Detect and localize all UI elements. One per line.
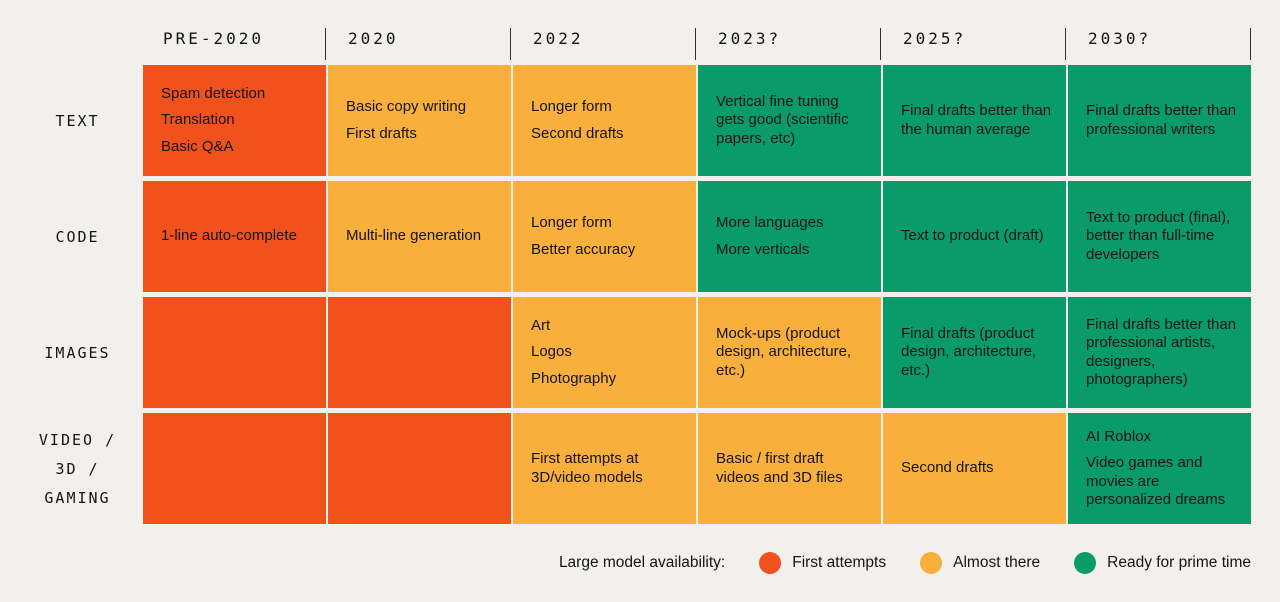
cell-text: Video games and movies are personalized … (1086, 454, 1226, 508)
row-label-text: TEXT (55, 111, 100, 130)
cell-text: Longer form (531, 214, 612, 231)
legend-item-label: Almost there (953, 554, 1041, 571)
cell-code-2022: Longer form Better accuracy (513, 181, 696, 292)
cell-images-2020 (328, 297, 511, 408)
cell-text-2022: Longer form Second drafts (513, 65, 696, 176)
cell-video-3d-gaming-2025: Second drafts (883, 413, 1066, 524)
cell-text: Mock-ups (product design, architecture, … (716, 324, 852, 379)
cell-text: Multi-line generation (346, 227, 482, 245)
cell-text: Final drafts better than the human avera… (901, 102, 1052, 138)
cell-text: Better accuracy (531, 240, 636, 258)
cell-text-pre-2020: Spam detection Translation Basic Q&A (143, 65, 326, 176)
cell-text: Second drafts (901, 459, 994, 477)
cell-text: Second drafts (531, 124, 624, 142)
cell-text-2020: Basic copy writing First drafts (328, 65, 511, 176)
cell-code-2023: More languages More verticals (698, 181, 881, 292)
cell-text: More languages (716, 214, 824, 231)
row-label-images: IMAGES (0, 297, 141, 408)
grid-corner (0, 28, 141, 60)
cell-text: Translation (161, 111, 235, 129)
cell-text: Photography (531, 369, 617, 387)
cell-images-2022: Art Logos Photography (513, 297, 696, 408)
cell-text: First attempts at 3D/video models (531, 450, 643, 486)
cell-video-3d-gaming-2023: Basic / first draft videos and 3D files (698, 413, 881, 524)
legend: Large model availability: First attempts… (0, 552, 1251, 574)
column-header-pre-2020: PRE-2020 (143, 28, 326, 60)
legend-dot-ready-for-prime-time-icon (1074, 552, 1097, 574)
cell-text: Text to product (final), better than ful… (1086, 208, 1231, 263)
cell-text: 1-line auto-complete (161, 227, 297, 245)
column-header-2022: 2022 (513, 28, 696, 60)
column-header-2030: 2030? (1068, 28, 1251, 60)
row-label-text: 3D / (55, 459, 100, 478)
row-label-text: TEXT (0, 65, 141, 176)
row-label-text: IMAGES (44, 343, 111, 362)
legend-dot-first-attempts-icon (759, 552, 782, 574)
generative-ai-capability-chart: PRE-2020 2020 2022 2023? 2025? 2030? TEXT Spam … (0, 28, 1251, 574)
cell-text: Basic / first draft videos and 3D files (716, 450, 843, 486)
cell-text-2030: Final drafts better than professional wr… (1068, 65, 1251, 176)
column-header-2020: 2020 (328, 28, 511, 60)
row-label-video-3d-gaming: VIDEO / 3D / GAMING (0, 413, 141, 524)
row-label-code: CODE (0, 181, 141, 292)
cell-text: Spam detection (161, 84, 266, 102)
row-label-text: GAMING (44, 488, 111, 507)
cell-video-3d-gaming-pre-2020 (143, 413, 326, 524)
legend-dot-almost-there-icon (920, 552, 943, 574)
cell-text: More verticals (716, 240, 810, 258)
cell-text: First drafts (346, 124, 417, 142)
cell-text: Vertical fine tuning gets good (scientif… (716, 92, 849, 147)
column-header-2025: 2025? (883, 28, 1066, 60)
capability-grid: PRE-2020 2020 2022 2023? 2025? 2030? TEXT Spam … (0, 28, 1251, 524)
cell-text: AI Roblox (1086, 427, 1152, 445)
cell-code-2030: Text to product (final), better than ful… (1068, 181, 1251, 292)
cell-code-pre-2020: 1-line auto-complete (143, 181, 326, 292)
cell-images-pre-2020 (143, 297, 326, 408)
cell-images-2023: Mock-ups (product design, architecture, … (698, 297, 881, 408)
legend-item-label: Ready for prime time (1107, 554, 1251, 571)
cell-video-3d-gaming-2020 (328, 413, 511, 524)
column-header-2023: 2023? (698, 28, 881, 60)
row-label-text: CODE (55, 227, 100, 246)
legend-item-almost-there: Almost there (920, 552, 1040, 574)
legend-items: First attempts Almost there Ready for prim… (759, 552, 1251, 574)
cell-text: Final drafts (product design, architectu… (901, 324, 1037, 379)
cell-text: Final drafts better than professional wr… (1086, 102, 1237, 138)
legend-item-label: First attempts (792, 554, 887, 571)
cell-text: Basic Q&A (161, 137, 234, 155)
cell-text: Basic copy writing (346, 98, 467, 115)
cell-text: Logos (531, 343, 572, 361)
cell-text-2023: Vertical fine tuning gets good (scientif… (698, 65, 881, 176)
row-label-text: VIDEO / (38, 430, 117, 449)
cell-video-3d-gaming-2022: First attempts at 3D/video models (513, 413, 696, 524)
cell-text: Text to product (draft) (901, 227, 1044, 245)
cell-text: Art (531, 316, 551, 334)
cell-images-2030: Final drafts better than professional ar… (1068, 297, 1251, 408)
legend-item-ready-for-prime-time: Ready for prime time (1074, 552, 1251, 574)
cell-code-2020: Multi-line generation (328, 181, 511, 292)
cell-video-3d-gaming-2030: AI Roblox Video games and movies are pers… (1068, 413, 1251, 524)
cell-images-2025: Final drafts (product design, architectu… (883, 297, 1066, 408)
cell-text-2025: Final drafts better than the human avera… (883, 65, 1066, 176)
legend-label: Large model availability: (558, 554, 726, 571)
cell-text: Final drafts better than professional ar… (1086, 315, 1237, 389)
cell-text: Longer form (531, 98, 612, 115)
legend-item-first-attempts: First attempts (759, 552, 886, 574)
cell-code-2025: Text to product (draft) (883, 181, 1066, 292)
